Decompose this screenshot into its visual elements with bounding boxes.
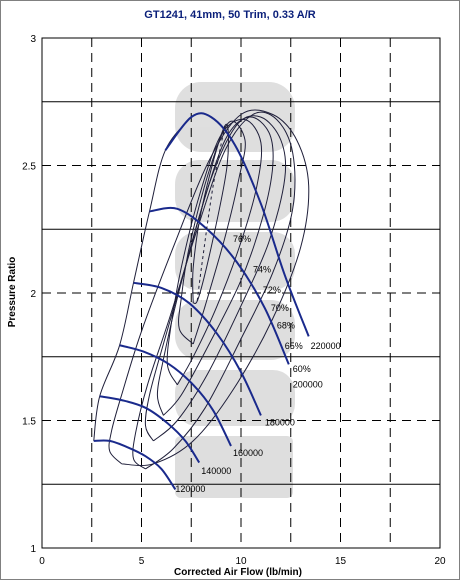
x-tick-label: 20 bbox=[434, 556, 446, 567]
efficiency-label: 72% bbox=[263, 285, 281, 295]
efficiency-label: 68% bbox=[277, 321, 295, 331]
efficiency-contour bbox=[132, 111, 296, 470]
efficiency-contour bbox=[178, 120, 246, 345]
speed-line bbox=[119, 344, 232, 447]
speed-line-label: 220000 bbox=[311, 341, 341, 351]
y-tick-label: 1 bbox=[30, 544, 36, 555]
plot-area-border bbox=[41, 37, 441, 549]
y-tick-label: 1.5 bbox=[22, 417, 36, 428]
watermark-shape bbox=[175, 160, 295, 222]
y-tick-label: 2.5 bbox=[22, 162, 36, 173]
y-tick-label: 2 bbox=[30, 289, 36, 300]
efficiency-label: 60% bbox=[293, 364, 311, 374]
tick-labels: 0 5 10 15 20 1 1.5 2 2.5 3 bbox=[22, 34, 446, 567]
speed-line-label: 140000 bbox=[201, 466, 231, 476]
efficiency-label: 70% bbox=[271, 303, 289, 313]
chart-title: GT1241, 41mm, 50 Trim, 0.33 A/R bbox=[144, 9, 315, 21]
watermark-shape bbox=[175, 82, 295, 152]
y-axis-label: Pressure Ratio bbox=[7, 257, 18, 328]
speed-line bbox=[149, 206, 290, 365]
watermark-shape bbox=[175, 436, 293, 498]
efficiency-label: 74% bbox=[253, 265, 271, 275]
efficiency-contour bbox=[156, 116, 274, 416]
efficiency-contour bbox=[144, 115, 287, 442]
peak-efficiency-line bbox=[196, 124, 226, 301]
speed-line-label: 180000 bbox=[265, 418, 295, 428]
speed-line bbox=[164, 112, 310, 337]
speed-line bbox=[93, 439, 177, 490]
peak-efficiency-line-group bbox=[196, 124, 226, 301]
y-tick-label: 3 bbox=[30, 34, 36, 45]
x-tick-label: 0 bbox=[39, 556, 45, 567]
watermark-logo bbox=[175, 82, 295, 498]
watermark-shape bbox=[175, 370, 295, 426]
speed-line bbox=[133, 281, 262, 416]
speed-line-label: 120000 bbox=[175, 484, 205, 494]
x-tick-label: 10 bbox=[235, 556, 247, 567]
watermark-shape bbox=[175, 300, 295, 360]
x-tick-label: 15 bbox=[335, 556, 347, 567]
speed-line bbox=[99, 395, 201, 464]
surge-line-group bbox=[93, 116, 192, 441]
speed-lines bbox=[93, 112, 310, 490]
efficiency-label: 76% bbox=[233, 234, 251, 244]
efficiency-label: 65% bbox=[285, 341, 303, 351]
efficiency-islands bbox=[108, 109, 310, 470]
surge-line bbox=[93, 116, 192, 441]
x-axis-label: Corrected Air Flow (lb/min) bbox=[174, 567, 302, 578]
gridlines bbox=[42, 38, 440, 548]
speed-line-label: 200000 bbox=[293, 379, 323, 389]
x-tick-label: 5 bbox=[139, 556, 145, 567]
speed-line-label: 160000 bbox=[233, 448, 263, 458]
